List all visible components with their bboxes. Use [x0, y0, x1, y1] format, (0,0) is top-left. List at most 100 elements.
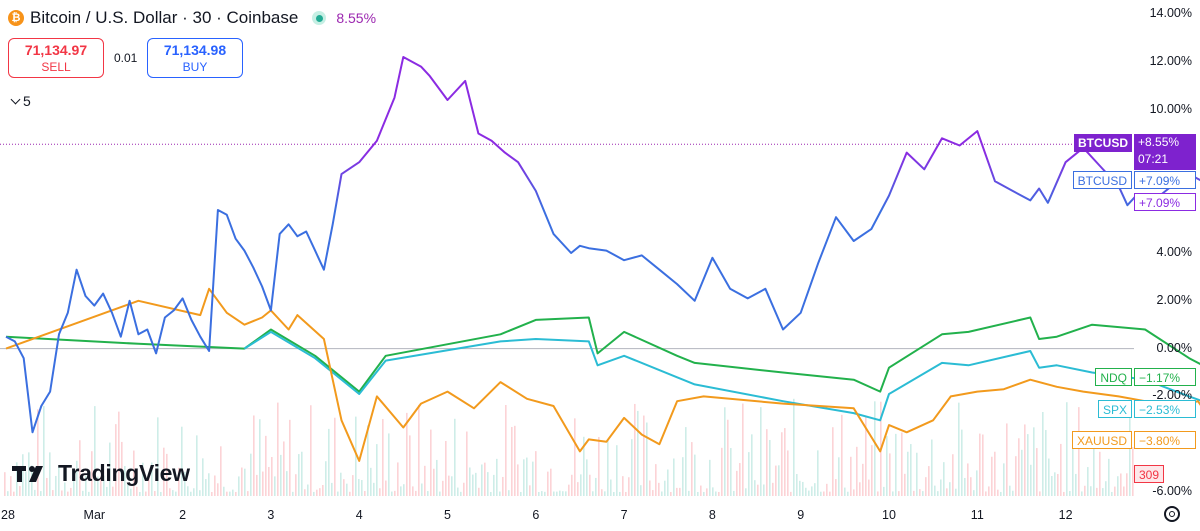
volume-bar [787, 450, 789, 496]
volume-bar [1090, 486, 1092, 496]
volume-bar [208, 473, 210, 496]
volume-bar [10, 476, 12, 496]
volume-bar [319, 488, 321, 496]
volume-bar [1003, 463, 1005, 496]
volume-bar [67, 491, 69, 496]
y-tick-label: 4.00% [1156, 245, 1192, 259]
volume-bar [415, 490, 417, 496]
volume-bar [340, 472, 342, 496]
volume-bar [76, 460, 78, 496]
volume-bar [1126, 473, 1128, 496]
volume-bar [202, 458, 204, 496]
volume-bar [163, 447, 165, 496]
volume-bar [310, 405, 312, 496]
volume-bar [154, 491, 156, 496]
volume-bar [697, 491, 699, 496]
volume-bar [922, 491, 924, 496]
volume-bar [403, 484, 405, 496]
series-line-ndq [5, 316, 1200, 393]
volume-bar [277, 402, 279, 496]
indicator-collapse-toggle[interactable]: 5 [8, 90, 48, 112]
volume-bar [205, 479, 207, 496]
volume-bar [97, 476, 99, 496]
volume-bar [814, 483, 816, 496]
volume-bar [829, 491, 831, 496]
volume-bar [127, 484, 129, 496]
volume-bar [559, 490, 561, 496]
volume-bar [130, 488, 132, 496]
volume-bar [508, 490, 510, 496]
volume-bar [955, 488, 957, 496]
buy-label: BUY [182, 60, 208, 74]
x-tick-label: 3 [267, 508, 275, 522]
volume-bar [670, 491, 672, 496]
volume-bar [598, 436, 600, 496]
volume-bar [1000, 491, 1002, 496]
volume-bar [292, 491, 294, 496]
volume-bar [691, 442, 693, 496]
volume-bar [721, 447, 723, 496]
volume-bar [991, 456, 993, 496]
volume-bar [346, 483, 348, 496]
volume-bar [538, 491, 540, 496]
volume-bar [385, 480, 387, 496]
volume-bar [124, 466, 126, 496]
volume-bar [1114, 486, 1116, 496]
symbol-title[interactable]: Bitcoin / U.S. Dollar · 30 · Coinbase [30, 8, 299, 27]
volume-bar [1123, 486, 1125, 496]
volume-bar [283, 441, 285, 496]
volume-bar [757, 484, 759, 496]
volume-bar [142, 462, 144, 496]
volume-bar [487, 472, 489, 496]
volume-bar [811, 486, 813, 496]
volume-bar [523, 459, 525, 496]
volume-bar [772, 482, 774, 496]
volume-bar [619, 491, 621, 496]
volume-bar [1102, 488, 1104, 496]
volume-bar [937, 491, 939, 496]
volume-bar [793, 398, 795, 496]
tradingview-logo: TradingView [12, 460, 190, 487]
volume-bar [628, 477, 630, 496]
volume-bar [910, 444, 912, 496]
volume-bar [238, 476, 240, 496]
series-tag-name: XAUUSD [1071, 431, 1132, 449]
volume-bar [958, 402, 960, 496]
volume-bar [151, 462, 153, 496]
x-tick-label: 10 [882, 508, 896, 522]
buy-button[interactable]: 71,134.98 BUY [147, 38, 243, 78]
market-status-icon[interactable] [312, 11, 327, 25]
volume-bar [769, 440, 771, 496]
volume-bar [421, 483, 423, 496]
volume-bar [169, 488, 171, 496]
volume-bar [616, 445, 618, 496]
volume-bar [727, 419, 729, 496]
volume-bar [43, 406, 45, 496]
volume-bar [940, 479, 942, 496]
volume-bar [280, 454, 282, 496]
sell-button[interactable]: 71,134.97 SELL [8, 38, 104, 78]
volume-bar [118, 411, 120, 496]
volume-bar [253, 415, 255, 496]
volume-bar [967, 463, 969, 496]
gear-icon[interactable] [1164, 506, 1180, 522]
volume-bar [658, 482, 660, 496]
volume-bar [382, 419, 384, 496]
volume-bar [610, 479, 612, 496]
volume-bar [1009, 485, 1011, 496]
volume-bar [286, 471, 288, 496]
volume-bar [172, 490, 174, 496]
volume-bar [1057, 473, 1059, 496]
volume-bar [718, 491, 720, 496]
volume-bar [745, 488, 747, 496]
volume-bar [856, 446, 858, 496]
x-tick-label: 2 [179, 508, 187, 522]
volume-bar [946, 488, 948, 496]
volume-bar [250, 453, 252, 496]
volume-tag: 309 [1133, 465, 1164, 483]
volume-bar [400, 486, 402, 496]
volume-bar [931, 439, 933, 496]
volume-bar [748, 452, 750, 496]
volume-bar [541, 491, 543, 496]
